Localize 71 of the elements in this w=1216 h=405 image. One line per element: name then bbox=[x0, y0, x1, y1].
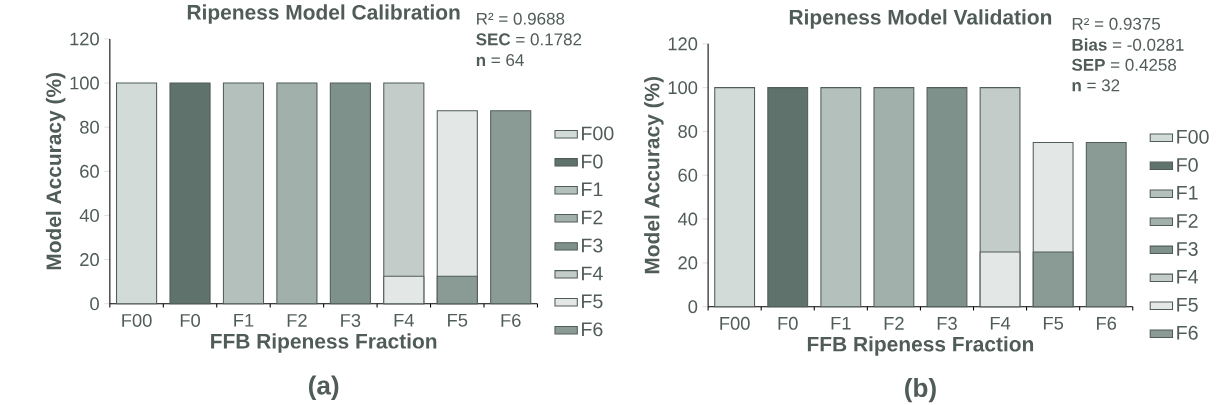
legend-label: F00 bbox=[582, 126, 614, 141]
legend-label: F0 bbox=[1177, 158, 1198, 172]
legend-label: F1 bbox=[1177, 186, 1198, 200]
bar bbox=[276, 82, 318, 305]
y-axis-title: Model Accuracy (%) bbox=[45, 73, 66, 270]
x-tick-label: F5 bbox=[448, 314, 468, 327]
annotation: SEC = 0.1782 bbox=[476, 33, 582, 46]
legend-label: F4 bbox=[582, 266, 603, 281]
text: (b) bbox=[905, 378, 936, 403]
chart-title: Ripeness Model Validation bbox=[789, 9, 1052, 29]
x-tick-label: F0 bbox=[778, 316, 798, 330]
x-axis-title: FFB Ripeness Fraction bbox=[807, 336, 1034, 356]
x-tick-label: F3 bbox=[937, 316, 957, 330]
bar bbox=[714, 87, 756, 308]
y-tick-label: 40 bbox=[677, 212, 698, 226]
y-tick-label: 120 bbox=[668, 37, 698, 51]
legend-label: F2 bbox=[582, 210, 603, 225]
x-tick-label: F4 bbox=[394, 314, 414, 327]
bar bbox=[490, 110, 532, 305]
y-tick-label: 100 bbox=[70, 76, 99, 90]
annotation: n = 64 bbox=[476, 54, 524, 67]
legend-label: F0 bbox=[582, 154, 603, 169]
x-tick-label: F3 bbox=[341, 314, 361, 328]
x-axis-title: FFB Ripeness Fraction bbox=[211, 333, 437, 353]
y-tick-label: 100 bbox=[668, 81, 698, 95]
bar bbox=[926, 87, 968, 308]
y-tick-label: 80 bbox=[80, 120, 99, 134]
x-tick-label: F0 bbox=[180, 314, 200, 328]
x-tick-label: F1 bbox=[234, 314, 254, 327]
y-tick-label: 60 bbox=[80, 164, 99, 178]
text: (a) bbox=[308, 375, 339, 400]
text: R² = 0.9375 bbox=[1072, 17, 1161, 30]
y-tick-label: 20 bbox=[80, 253, 99, 267]
y-tick-label: 0 bbox=[688, 300, 698, 314]
bar bbox=[767, 87, 809, 308]
text: R² = 0.9688 bbox=[477, 12, 565, 25]
bar bbox=[329, 82, 371, 305]
y-tick-label: 20 bbox=[678, 256, 698, 270]
annotation: Bias = -0.0281 bbox=[1072, 38, 1184, 51]
y-tick-label: 40 bbox=[79, 209, 99, 223]
bar bbox=[1085, 142, 1127, 308]
x-tick-label: F00 bbox=[720, 316, 750, 330]
annotation: n = 32 bbox=[1072, 79, 1120, 92]
bar bbox=[116, 82, 158, 305]
x-tick-label: F6 bbox=[1097, 316, 1117, 330]
x-tick-label: F1 bbox=[831, 317, 851, 330]
x-tick-label: F5 bbox=[1043, 317, 1064, 330]
legend-label: F3 bbox=[582, 238, 603, 253]
bar bbox=[169, 82, 211, 305]
y-axis-title: Model Accuracy (%) bbox=[644, 77, 664, 274]
legend-label: F00 bbox=[1177, 130, 1209, 144]
bar bbox=[820, 87, 862, 308]
legend-label: F1 bbox=[582, 182, 603, 197]
y-tick-label: 120 bbox=[70, 32, 99, 46]
x-tick-label: F6 bbox=[501, 314, 521, 328]
legend-label: F2 bbox=[1177, 214, 1198, 228]
y-tick-label: 0 bbox=[90, 297, 99, 311]
bar bbox=[222, 82, 265, 305]
x-tick-label: F00 bbox=[122, 314, 152, 328]
chart-title: Ripeness Model Calibration bbox=[187, 4, 460, 24]
annotation: SEP = 0.4258 bbox=[1071, 58, 1177, 71]
x-tick-label: F2 bbox=[884, 316, 904, 330]
legend-label: F5 bbox=[582, 294, 603, 309]
x-tick-label: F2 bbox=[287, 314, 307, 327]
legend-label: F5 bbox=[1177, 298, 1198, 312]
legend-label: F3 bbox=[1177, 242, 1198, 257]
x-tick-label: F4 bbox=[990, 317, 1011, 330]
y-tick-label: 60 bbox=[678, 168, 698, 182]
legend-label: F4 bbox=[1177, 270, 1198, 284]
bar bbox=[873, 87, 915, 308]
y-tick-label: 80 bbox=[678, 125, 698, 139]
